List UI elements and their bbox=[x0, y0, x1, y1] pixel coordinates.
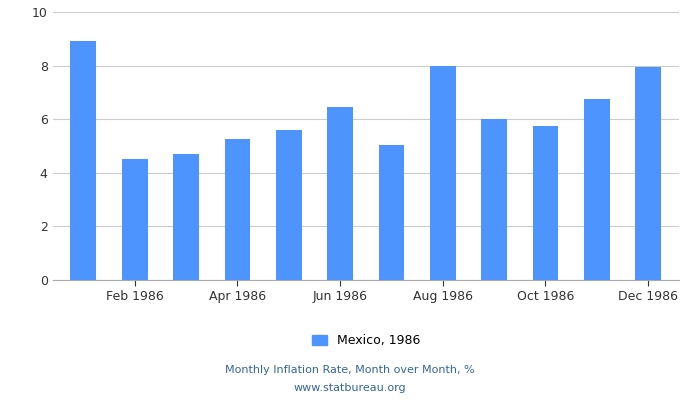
Bar bbox=[327, 107, 353, 280]
Bar bbox=[379, 145, 405, 280]
Bar bbox=[584, 99, 610, 280]
Bar bbox=[636, 67, 661, 280]
Bar bbox=[482, 119, 507, 280]
Bar bbox=[430, 66, 456, 280]
Bar bbox=[276, 130, 302, 280]
Bar bbox=[122, 159, 148, 280]
Bar bbox=[71, 42, 96, 280]
Legend: Mexico, 1986: Mexico, 1986 bbox=[312, 334, 420, 348]
Bar bbox=[225, 139, 250, 280]
Text: Monthly Inflation Rate, Month over Month, %: Monthly Inflation Rate, Month over Month… bbox=[225, 365, 475, 375]
Bar bbox=[533, 126, 559, 280]
Text: www.statbureau.org: www.statbureau.org bbox=[294, 383, 406, 393]
Bar bbox=[173, 154, 199, 280]
